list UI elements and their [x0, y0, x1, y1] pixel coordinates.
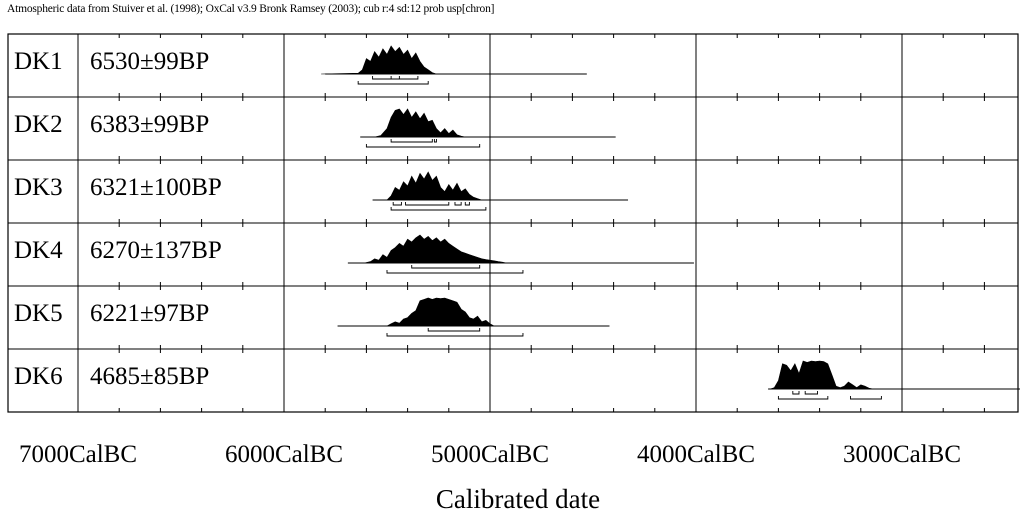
range-bracket-68: [390, 139, 433, 143]
x-tick-label: 7000CalBC: [19, 441, 137, 468]
probability-distribution: [386, 171, 482, 201]
range-bracket-68: [390, 76, 400, 80]
range-bracket-68: [392, 202, 402, 206]
x-tick-label: 3000CalBC: [843, 441, 961, 468]
row-id-label: DK5: [14, 300, 63, 327]
range-bracket-95: [386, 333, 524, 337]
row-id-label: DK4: [14, 237, 63, 264]
row-id-label: DK3: [14, 174, 63, 201]
probability-distribution: [386, 297, 495, 327]
probability-distribution: [364, 234, 507, 264]
range-bracket-68: [454, 202, 462, 206]
row-date-label: 6321±100BP: [90, 174, 222, 201]
range-bracket-68: [411, 265, 481, 269]
row-date-label: 6270±137BP: [90, 237, 222, 264]
row-dk4: DK4 6270±137BP: [14, 234, 694, 274]
x-tick-label: 4000CalBC: [637, 441, 755, 468]
row-id-label: DK2: [14, 111, 63, 138]
probability-distribution: [374, 108, 466, 138]
range-bracket-68: [427, 328, 481, 332]
range-bracket-68: [792, 391, 800, 395]
row-date-label: 6221±97BP: [90, 300, 209, 327]
row-dk2: DK2 6383±99BP: [14, 108, 616, 148]
chart-caption: Atmospheric data from Stuiver et al. (19…: [7, 3, 495, 15]
probability-distribution: [770, 360, 874, 390]
row-dk3: DK3 6321±100BP: [14, 171, 629, 211]
grid-layer: [7, 33, 1019, 413]
range-bracket-68: [464, 202, 470, 206]
range-bracket-95: [357, 81, 429, 85]
x-tick-label: 6000CalBC: [225, 441, 343, 468]
range-bracket-68: [433, 139, 437, 143]
range-bracket-95: [850, 396, 882, 400]
range-bracket-95: [386, 270, 524, 274]
range-bracket-95: [390, 207, 487, 211]
row-date-label: 6383±99BP: [90, 111, 209, 138]
row-date-label: 4685±85BP: [90, 363, 209, 390]
row-id-label: DK1: [14, 48, 63, 75]
row-dk5: DK5 6221±97BP: [14, 297, 610, 337]
probability-distribution: [321, 45, 437, 75]
range-bracket-95: [777, 396, 829, 400]
x-axis: 7000CalBC 6000CalBC 5000CalBC 4000CalBC 3000…: [19, 441, 961, 468]
x-tick-label: 5000CalBC: [431, 441, 549, 468]
range-bracket-68: [804, 391, 818, 395]
x-axis-title: Calibrated date: [436, 484, 600, 514]
row-dk6: DK6 4685±85BP: [14, 360, 1020, 400]
range-bracket-95: [365, 144, 481, 148]
row-id-label: DK6: [14, 363, 63, 390]
range-bracket-68: [405, 202, 450, 206]
row-date-label: 6530±99BP: [90, 48, 209, 75]
rows-layer: DK1 6530±99BP DK2 6383±99BP DK3 6321±100BP DK4…: [14, 45, 1020, 400]
row-dk1: DK1 6530±99BP: [14, 45, 587, 85]
